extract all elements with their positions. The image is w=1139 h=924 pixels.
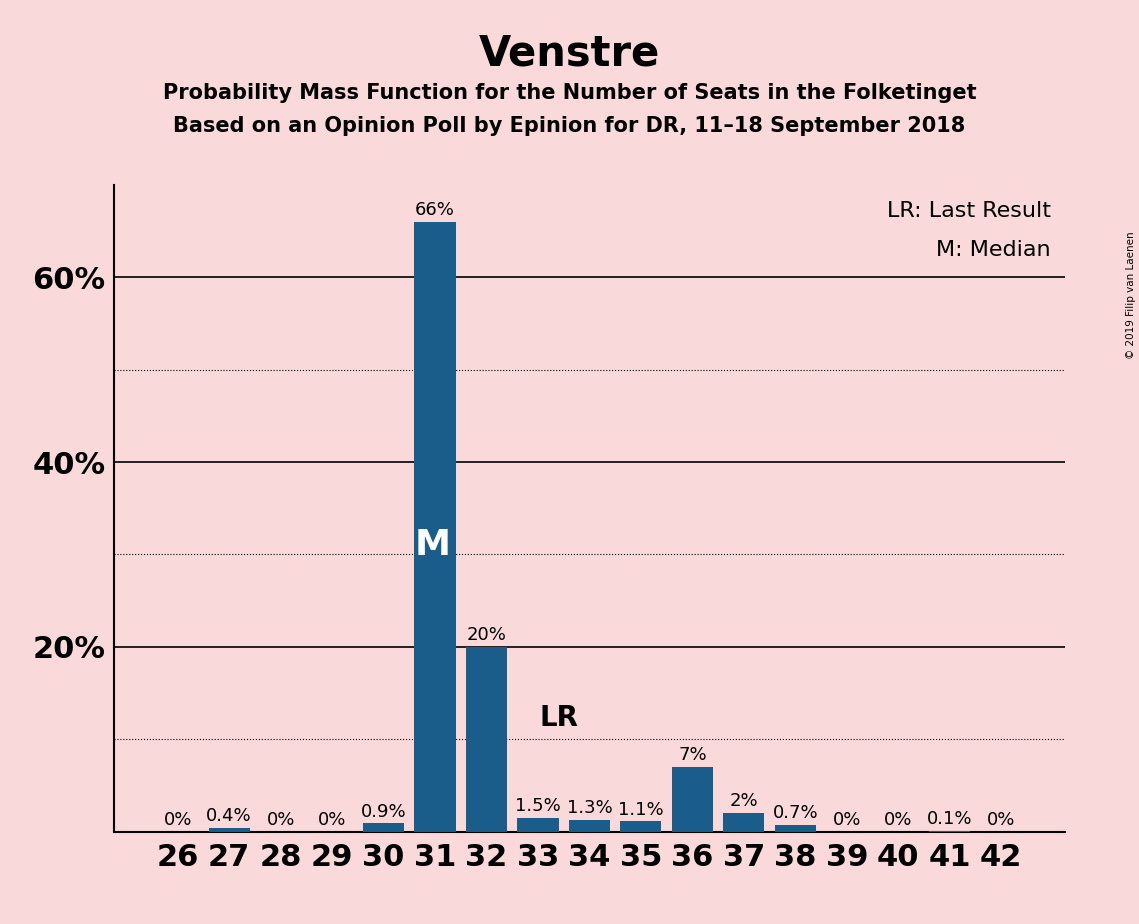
Bar: [672, 767, 713, 832]
Text: 0%: 0%: [884, 811, 912, 829]
Bar: [466, 647, 507, 832]
Text: 0%: 0%: [164, 811, 191, 829]
Text: Venstre: Venstre: [478, 32, 661, 74]
Text: LR: Last Result: LR: Last Result: [886, 201, 1050, 221]
Text: 0%: 0%: [833, 811, 861, 829]
Text: 20%: 20%: [467, 626, 507, 644]
Bar: [415, 222, 456, 832]
Bar: [363, 823, 404, 832]
Text: 1.1%: 1.1%: [618, 801, 664, 819]
Bar: [929, 831, 970, 832]
Text: 0%: 0%: [318, 811, 346, 829]
Bar: [568, 820, 611, 832]
Text: 0%: 0%: [988, 811, 1015, 829]
Text: M: M: [415, 528, 450, 562]
Bar: [621, 821, 662, 832]
Text: 0.7%: 0.7%: [772, 805, 818, 822]
Bar: [208, 828, 249, 832]
Text: 66%: 66%: [415, 201, 454, 219]
Text: 0.9%: 0.9%: [361, 803, 407, 821]
Text: Based on an Opinion Poll by Epinion for DR, 11–18 September 2018: Based on an Opinion Poll by Epinion for …: [173, 116, 966, 136]
Text: 0.4%: 0.4%: [206, 808, 252, 825]
Text: 7%: 7%: [678, 747, 706, 764]
Text: 1.5%: 1.5%: [515, 797, 560, 815]
Text: Probability Mass Function for the Number of Seats in the Folketinget: Probability Mass Function for the Number…: [163, 83, 976, 103]
Bar: [775, 825, 816, 832]
Text: 1.3%: 1.3%: [566, 799, 613, 817]
Text: M: Median: M: Median: [936, 239, 1050, 260]
Text: © 2019 Filip van Laenen: © 2019 Filip van Laenen: [1126, 231, 1136, 359]
Text: 0.1%: 0.1%: [927, 810, 973, 828]
Bar: [517, 818, 558, 832]
Bar: [723, 813, 764, 832]
Text: 0%: 0%: [267, 811, 295, 829]
Text: LR: LR: [539, 704, 579, 732]
Text: 2%: 2%: [729, 793, 759, 810]
